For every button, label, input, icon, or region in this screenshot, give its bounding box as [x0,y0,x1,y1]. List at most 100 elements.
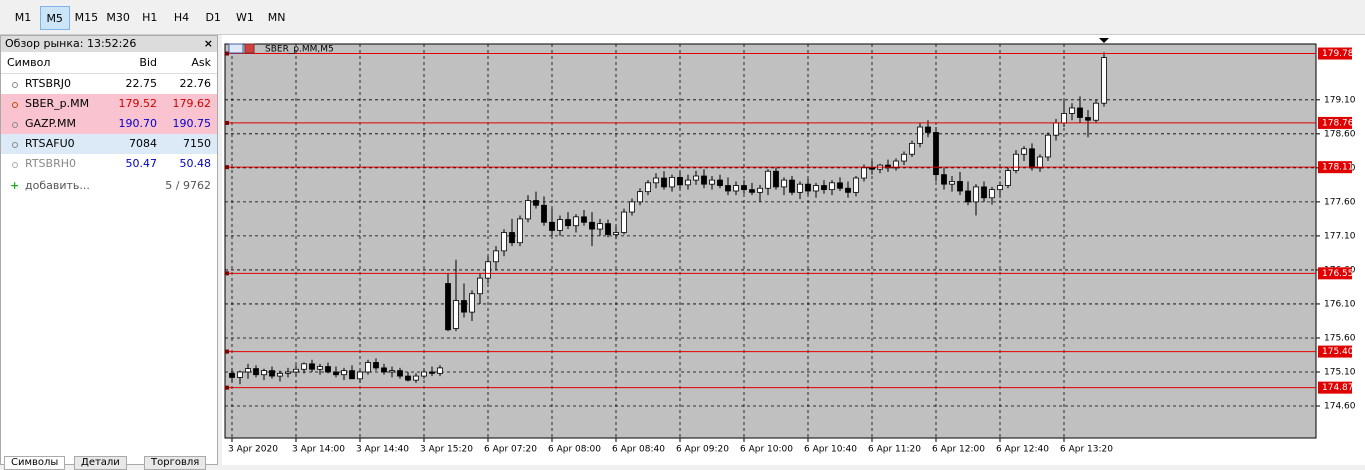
status-icon [12,162,18,168]
ask: 50.48 [179,157,212,170]
add-row[interactable]: + добавить... 5 / 9762 [1,176,217,196]
candle-body [933,132,939,176]
candle-body [893,160,899,169]
candle-body [1005,170,1011,186]
candle-body [901,153,907,162]
candle-body [1085,117,1091,121]
y-tick-label: 178.60 [1324,129,1356,139]
x-tick-label: 6 Apr 07:20 [484,445,537,455]
candle-body [325,366,331,373]
toolbar: M1 M5 M15 M30 H1 H4 D1 W1 MN [0,0,1365,35]
tab[interactable]: Торговля [144,456,207,470]
symbol-icon [228,43,244,54]
timeframe-button[interactable]: H4 [173,11,190,24]
candle-body [573,216,579,227]
status-icon [12,102,18,108]
symbol: RTSAFU0 [25,137,75,150]
x-tick-label: 6 Apr 10:00 [740,445,793,455]
candle-body [341,370,347,376]
candle-body [1021,148,1027,155]
close[interactable]: × [203,37,213,50]
symbol-row[interactable]: GAZP.MM 190.70 190.75 [1,114,217,134]
candle-body [709,179,715,185]
candle-body [373,362,379,369]
level-label-box [1318,381,1352,394]
level-handle [225,271,229,276]
x-tick-label: 6 Apr 13:20 [1060,445,1113,455]
column-header: Символ [7,56,51,69]
candle-body [821,185,827,191]
candle-body [661,177,667,188]
level-label-box [1318,116,1352,129]
column-header: Bid [139,56,157,69]
timeframe-button[interactable]: M5 [39,6,70,30]
candle-body [437,367,443,374]
candle-body [605,223,611,235]
level-handle [225,120,229,125]
candle-body [389,370,395,373]
x-tick-label: 6 Apr 08:40 [612,445,665,455]
y-tick-label: 179.10 [1324,95,1356,105]
candle-body [285,371,291,374]
tab[interactable]: Символы [4,456,66,470]
symbol-row[interactable]: RTSAFU0 7084 7150 [1,134,217,154]
y-tick-label: 176.10 [1324,299,1356,309]
symbol-row[interactable]: RTSBRH0 50.47 50.48 [1,154,217,174]
level-handle [225,51,229,56]
candle-body [941,174,947,185]
level-handle [225,165,229,170]
candle-body [981,186,987,199]
candle-body [989,189,995,199]
timeframe-button[interactable]: M30 [106,11,130,24]
level-label: 176.55 [1322,269,1354,279]
candle-body [925,126,931,133]
level-label: 175.40 [1322,347,1354,357]
candle-body [677,176,683,186]
timeframe-button[interactable]: W1 [235,11,254,24]
candle-body [461,300,467,313]
candle-body [701,175,707,185]
symbol: RTSBRJ0 [25,77,71,90]
timeframe-button[interactable]: D1 [205,11,221,24]
level-label: 174.87 [1322,383,1354,393]
symbol: GAZP.MM [25,117,76,130]
bid: 50.47 [125,157,158,170]
candle-body [589,221,595,230]
candle-body [549,221,555,231]
candle-body [653,177,659,184]
candle-body [309,363,315,370]
x-tick-label: 6 Apr 10:40 [804,445,857,455]
candle-body [237,371,243,378]
tab[interactable]: Детали [74,456,127,470]
count: 5 / 9762 [165,179,211,192]
candle-body [1069,107,1075,114]
symbol-row[interactable]: SBER_p.MM 179.52 179.62 [1,94,217,114]
candle-body [317,366,323,370]
timeframe-button[interactable]: MN [267,11,286,24]
candle-body [525,200,531,220]
market-watch: Обзор рынка: 13:52:26 × Символ Bid Ask RTSBR… [0,35,218,465]
bid: 179.52 [118,97,158,110]
candle-body [965,190,971,203]
candle-body [1037,156,1043,169]
candle-body [973,186,979,203]
timeframe-button[interactable]: H1 [142,11,158,24]
candle-body [621,211,627,233]
candle-body [1077,107,1083,118]
timeframe-button[interactable]: M15 [74,11,99,24]
candle-body [1093,102,1099,121]
x-tick-label: 3 Apr 14:00 [292,445,345,455]
timeframe-button[interactable]: M1 [14,11,32,24]
candle-body [421,371,427,377]
candle-body [1061,113,1067,124]
candle-body [829,182,835,191]
candle-body [765,170,771,189]
candle-body [757,187,763,193]
candle-body [269,370,275,377]
candle-body [629,201,635,213]
level-handle [225,349,229,354]
level-label: 178.11 [1322,163,1354,173]
symbol-row[interactable]: RTSBRJ0 22.75 22.76 [1,74,217,94]
y-tick-label: 177.10 [1324,231,1356,241]
symbol: RTSBRH0 [25,157,77,170]
